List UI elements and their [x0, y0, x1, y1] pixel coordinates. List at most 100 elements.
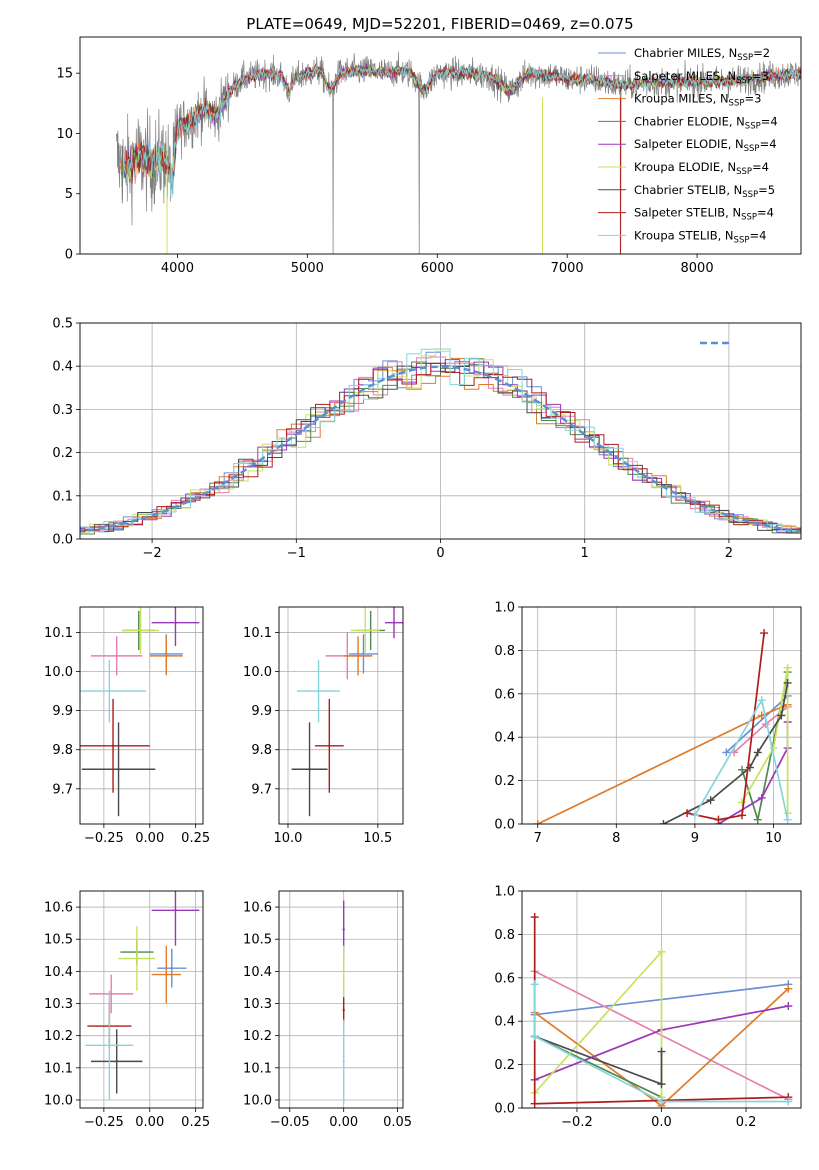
y-tick-label: 9.8	[251, 743, 272, 758]
panel-mass-weight-vs-age: 7 8 9 10 0.0 0.2 0.4 0.6 0.8 1.0	[494, 601, 802, 846]
data-point	[362, 652, 365, 656]
axes-frame	[79, 890, 204, 1109]
y-tick-label: 9.8	[52, 743, 73, 758]
y-tick-label: 10.1	[243, 1061, 272, 1076]
axes: −0.25 0.00 0.25 9.7 9.8 9.9 10.0 10.1	[44, 606, 210, 846]
weight-marker	[530, 980, 539, 989]
legend-sub: SSP	[745, 121, 761, 131]
plot-area	[533, 629, 792, 824]
weight-series-line	[741, 667, 789, 814]
weight-marker	[657, 1047, 666, 1056]
weight-marker	[530, 913, 539, 922]
y-tick-label: 10.0	[243, 665, 272, 680]
x-tick-label: 0.05	[383, 1115, 412, 1130]
x-tick-label: −0.25	[84, 831, 124, 846]
y-tick-label: 0.4	[494, 1015, 515, 1030]
legend-tail: =4	[757, 206, 774, 220]
data-point	[317, 689, 320, 693]
data-point	[139, 629, 142, 632]
data-point	[165, 973, 168, 976]
y-tick-label: 10.1	[44, 626, 73, 641]
weight-marker	[777, 711, 786, 720]
panel-spectrum: 4000 5000 6000 7000 8000 0 5 10 15 Chabrier MILES…	[56, 36, 802, 276]
panel-age-vs-mass: 10.0 10.5 9.7 9.8 9.9 10.0 10.1	[243, 606, 404, 846]
plot-area	[116, 51, 801, 254]
histogram-steps	[80, 362, 801, 533]
weight-marker	[783, 815, 792, 824]
axes: 10.0 10.5 9.7 9.8 9.9 10.0 10.1	[243, 606, 404, 846]
data-point	[108, 1044, 111, 1047]
y-tick-label: 0.2	[494, 774, 515, 789]
legend-entry: Chabrier ELODIE, NSSP=4	[634, 114, 778, 131]
data-point	[364, 629, 367, 632]
y-tick-label: 0.2	[52, 446, 73, 461]
x-tick-label: 10.0	[274, 831, 303, 846]
axes: −0.2 0.0 0.2 0.0 0.2 0.4 0.6 0.8 1.0	[494, 885, 802, 1130]
weight-marker	[722, 748, 731, 757]
x-tick-label: 7000	[551, 261, 584, 276]
axes-frame	[79, 606, 204, 825]
legend-name: Chabrier STELIB, N	[634, 183, 742, 197]
y-tick-label: 10.0	[243, 1093, 272, 1108]
legend-tail: =3	[744, 92, 761, 106]
data-point	[174, 909, 177, 912]
legend-entry: Chabrier MILES, NSSP=2	[634, 46, 770, 63]
weight-marker	[784, 1002, 793, 1011]
x-tick-label: 5000	[291, 261, 324, 276]
axes-frame	[278, 606, 404, 825]
panel-mass-vs-EBV: −0.05 0.00 0.05 10.0 10.1 10.2 10.3 10.4 10.5 10.…	[243, 890, 412, 1130]
x-tick-label: 0.00	[135, 1115, 164, 1130]
weight-series-line	[533, 984, 789, 1103]
legend-tail: =2	[753, 46, 770, 60]
weight-marker	[683, 809, 692, 818]
y-tick-label: 1.0	[494, 601, 515, 616]
data-point	[342, 970, 345, 973]
x-tick-label: 8	[612, 831, 620, 846]
y-tick-label: 10.6	[44, 901, 73, 916]
y-tick-label: 0.3	[52, 403, 73, 418]
legend-tail: =4	[749, 228, 766, 242]
y-tick-label: 0.6	[494, 971, 515, 986]
plot-area	[291, 607, 403, 817]
panel-mass-vs-Z: −0.25 0.00 0.25 10.0 10.1 10.2 10.3 10.4 10.5 10.…	[44, 890, 210, 1130]
axes-frame	[278, 890, 404, 1109]
y-tick-label: 0.0	[494, 1102, 515, 1117]
data-point	[392, 621, 396, 624]
data-point	[108, 689, 111, 693]
y-tick-label: 5	[65, 187, 73, 202]
legend-sub: SSP	[742, 190, 758, 200]
weight-marker	[738, 765, 747, 774]
legend-entry: Kroupa MILES, NSSP=3	[634, 92, 761, 109]
x-tick-label: −0.05	[270, 1115, 310, 1130]
weight-marker	[706, 796, 715, 805]
weight-marker	[690, 811, 699, 820]
y-tick-label: 10.1	[44, 1061, 73, 1076]
x-tick-label: 6000	[421, 261, 454, 276]
weight-marker	[530, 1032, 539, 1041]
data-point	[342, 928, 345, 931]
weight-marker	[757, 793, 766, 802]
weight-marker	[738, 811, 747, 820]
y-tick-label: 9.9	[251, 704, 272, 719]
figure-title: PLATE=0649, MJD=52201, FIBERID=0469, z=0…	[246, 15, 633, 33]
y-tick-label: 10.5	[243, 933, 272, 948]
plot-area	[80, 348, 801, 537]
legend-tail: =5	[758, 183, 775, 197]
data-point	[356, 654, 360, 658]
data-point	[174, 621, 177, 624]
y-tick-label: 10.6	[243, 901, 272, 916]
weight-marker	[657, 1080, 666, 1089]
data-point	[328, 744, 331, 748]
plot-area	[85, 891, 200, 1100]
legend-entry: Salpeter ELODIE, NSSP=4	[634, 137, 777, 154]
legend-sub: SSP	[736, 167, 752, 177]
y-tick-label: 10.2	[44, 1029, 73, 1044]
data-point	[308, 768, 311, 771]
x-tick-label: 0.25	[181, 831, 210, 846]
weight-marker	[657, 1097, 666, 1106]
legend-sub: SSP	[729, 99, 745, 109]
histogram-steps	[80, 357, 801, 529]
y-tick-label: 9.9	[52, 704, 73, 719]
weight-series-line	[534, 1035, 663, 1086]
